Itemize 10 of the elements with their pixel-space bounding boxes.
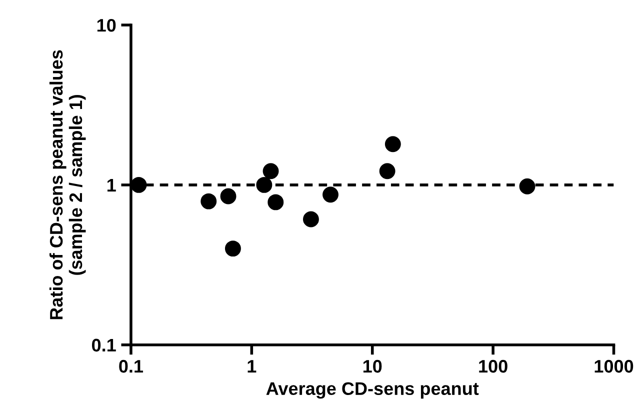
y-tick-label: 0.1	[92, 338, 116, 352]
x-tick-label: 1000	[594, 360, 634, 373]
y-tick-label: 10	[97, 18, 116, 32]
y-axis-title: Ratio of CD-sens peanut values (sample 2 / sample 1)	[49, 50, 86, 320]
y-tick-label: 1	[107, 179, 116, 192]
x-tick-label: 10	[363, 360, 382, 373]
x-axis-title: Average CD-sens peanut	[266, 382, 479, 399]
x-tick-label: 1	[248, 360, 256, 373]
x-tick-label: 0.1	[119, 360, 144, 373]
x-tick-label: 100	[479, 360, 508, 373]
